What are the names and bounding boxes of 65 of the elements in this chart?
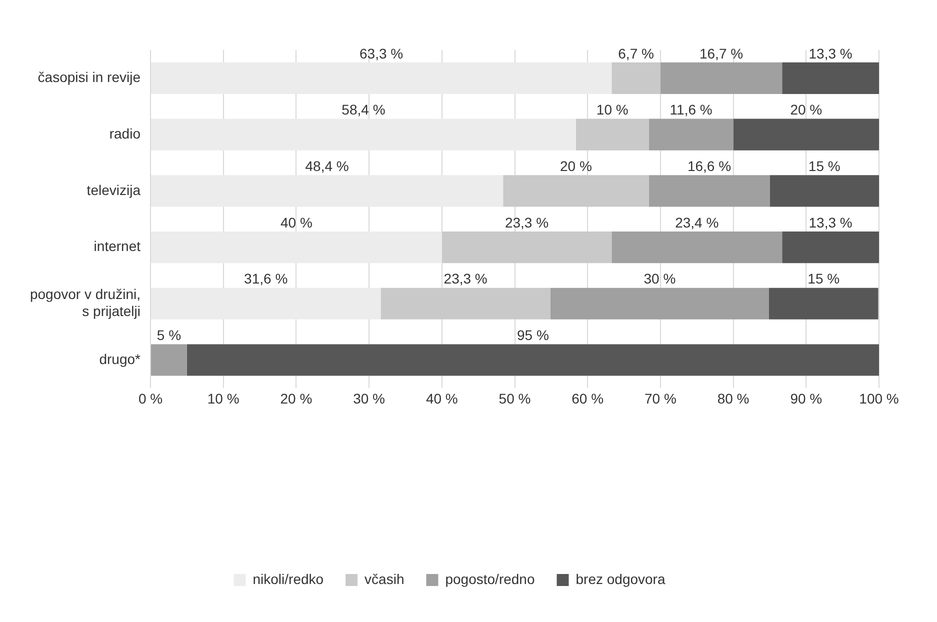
- data-label: 20 %: [790, 102, 822, 118]
- x-tick-label: 40 %: [426, 390, 458, 406]
- data-label: 40 %: [280, 214, 312, 230]
- data-label: 95 %: [517, 327, 549, 344]
- data-label: 16,7 %: [699, 45, 744, 62]
- data-label: 5 %: [156, 327, 182, 344]
- legend-label: včasih: [364, 570, 404, 587]
- bar: [151, 62, 612, 94]
- bar: [612, 62, 660, 94]
- x-tick-label: 80 %: [717, 390, 750, 406]
- bar: [768, 288, 878, 320]
- x-tick-label: 90 %: [790, 390, 822, 406]
- legend-label: pogosto/redno: [445, 570, 535, 587]
- bar: [782, 232, 879, 264]
- y-tick-label: televizija: [86, 182, 141, 198]
- data-label: 16,6 %: [687, 158, 732, 174]
- bar: [648, 175, 770, 207]
- x-tick-label: 10 %: [207, 390, 240, 406]
- bar: [151, 344, 187, 376]
- bar: [151, 175, 504, 207]
- legend-label: nikoli/redko: [252, 570, 324, 587]
- bar: [733, 118, 879, 150]
- data-label: 15 %: [808, 270, 840, 287]
- data-label: 13,3 %: [808, 45, 852, 62]
- y-tick-label: pogovor v družini, s prijatelji: [30, 286, 141, 319]
- bar: [186, 344, 879, 376]
- x-tick-label: 100 %: [859, 390, 899, 406]
- data-label: 48,4 %: [305, 158, 349, 174]
- data-label: 10 %: [596, 102, 628, 118]
- bar: [782, 62, 879, 94]
- y-tick-label: časopisi in revije: [38, 69, 141, 86]
- data-label: 23,4 %: [675, 214, 719, 230]
- data-label: 58,4 %: [342, 102, 386, 118]
- x-tick-label: 30 %: [353, 390, 386, 406]
- bar: [770, 175, 879, 207]
- y-tick-label: internet: [94, 238, 141, 254]
- bar: [503, 175, 649, 207]
- data-label: 15 %: [808, 158, 840, 174]
- data-label: 6,7 %: [618, 45, 654, 62]
- data-label: 23,3 %: [444, 270, 488, 287]
- bar: [612, 232, 782, 264]
- bar: [151, 288, 381, 320]
- bar: [442, 232, 612, 264]
- legend-label: brez odgovora: [576, 570, 666, 587]
- bar: [648, 118, 734, 150]
- x-tick-label: 50 %: [498, 390, 531, 406]
- data-label: 13,3 %: [808, 214, 852, 230]
- bar: [660, 62, 782, 94]
- x-tick-label: 20 %: [280, 390, 312, 406]
- y-tick-label: drugo*: [99, 350, 142, 367]
- x-tick-label: 70 %: [644, 390, 676, 406]
- y-tick-label: radio: [109, 125, 141, 142]
- data-label: 23,3 %: [504, 214, 549, 230]
- bar: [151, 118, 576, 150]
- bar: [380, 288, 550, 320]
- data-label: 31,6 %: [244, 270, 288, 287]
- data-label: 11,6 %: [670, 102, 712, 118]
- data-label: 20 %: [560, 158, 592, 174]
- bar: [151, 232, 442, 264]
- data-label: 30 %: [644, 270, 676, 287]
- x-tick-label: 60 %: [572, 390, 604, 406]
- data-label: 63,3 %: [360, 45, 404, 62]
- bar: [550, 288, 769, 320]
- x-tick-label: 0 %: [138, 390, 163, 406]
- bar: [576, 118, 649, 150]
